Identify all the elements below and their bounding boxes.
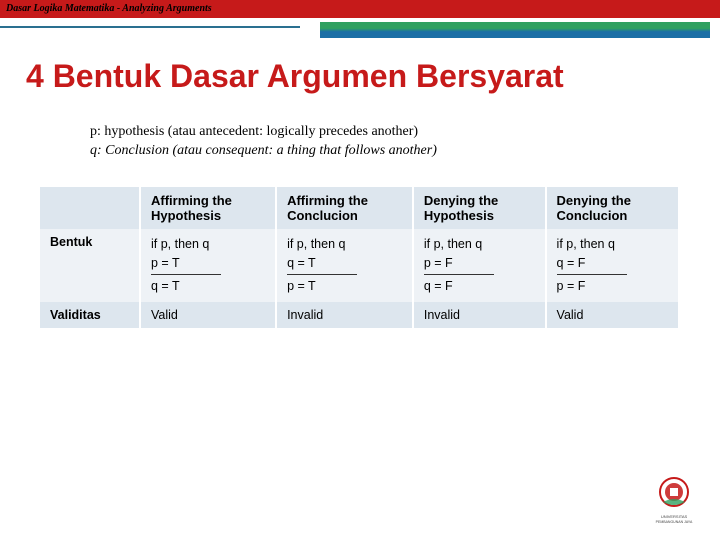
th-den-hyp: Denying the Hypothesis — [413, 187, 546, 229]
cell-text: q = T — [151, 277, 265, 296]
def-q: q: Conclusion (atau consequent: a thing … — [90, 142, 660, 161]
row-label-validitas: Validitas — [40, 302, 140, 328]
cell-validitas-4: Valid — [546, 302, 679, 328]
header-subtitle: Dasar Logika Matematika - Analyzing Argu… — [0, 1, 218, 16]
divider-line — [424, 274, 494, 275]
th-aff-hyp: Affirming the Hypothesis — [140, 187, 276, 229]
cell-validitas-3: Invalid — [413, 302, 546, 328]
argument-table: Affirming the Hypothesis Affirming the C… — [40, 187, 680, 328]
cell-validitas-1: Valid — [140, 302, 276, 328]
divider-line — [557, 274, 627, 275]
th-blank — [40, 187, 140, 229]
cell-text: p = F — [424, 254, 535, 273]
cell-text: p = F — [557, 277, 668, 296]
svg-text:UNIVERSITAS: UNIVERSITAS — [661, 514, 688, 519]
table-row: Validitas Valid Invalid Invalid Valid — [40, 302, 679, 328]
svg-text:PEMBANGUNAN JAYA: PEMBANGUNAN JAYA — [656, 520, 693, 524]
th-den-con: Denying the Conclucion — [546, 187, 679, 229]
university-logo-icon: UNIVERSITAS PEMBANGUNAN JAYA — [646, 470, 702, 526]
cell-text: p = T — [287, 277, 402, 296]
def-p: p: hypothesis (atau antecedent: logicall… — [90, 123, 660, 142]
cell-text: if p, then q — [557, 235, 668, 254]
cell-text: if p, then q — [151, 235, 265, 254]
cell-bentuk-4: if p, then q q = F p = F — [546, 229, 679, 302]
table-row: Bentuk if p, then q p = T q = T if p, th… — [40, 229, 679, 302]
cell-text: q = F — [557, 254, 668, 273]
decor-stripes — [0, 18, 720, 44]
cell-bentuk-3: if p, then q p = F q = F — [413, 229, 546, 302]
row-label-bentuk: Bentuk — [40, 229, 140, 302]
definitions: p: hypothesis (atau antecedent: logicall… — [0, 105, 720, 171]
cell-text: q = F — [424, 277, 535, 296]
cell-text: p = T — [151, 254, 265, 273]
divider-line — [151, 274, 221, 275]
th-aff-con: Affirming the Conclucion — [276, 187, 413, 229]
table-header-row: Affirming the Hypothesis Affirming the C… — [40, 187, 679, 229]
cell-bentuk-1: if p, then q p = T q = T — [140, 229, 276, 302]
cell-bentuk-2: if p, then q q = T p = T — [276, 229, 413, 302]
cell-validitas-2: Invalid — [276, 302, 413, 328]
cell-text: if p, then q — [424, 235, 535, 254]
cell-text: if p, then q — [287, 235, 402, 254]
cell-text: q = T — [287, 254, 402, 273]
divider-line — [287, 274, 357, 275]
